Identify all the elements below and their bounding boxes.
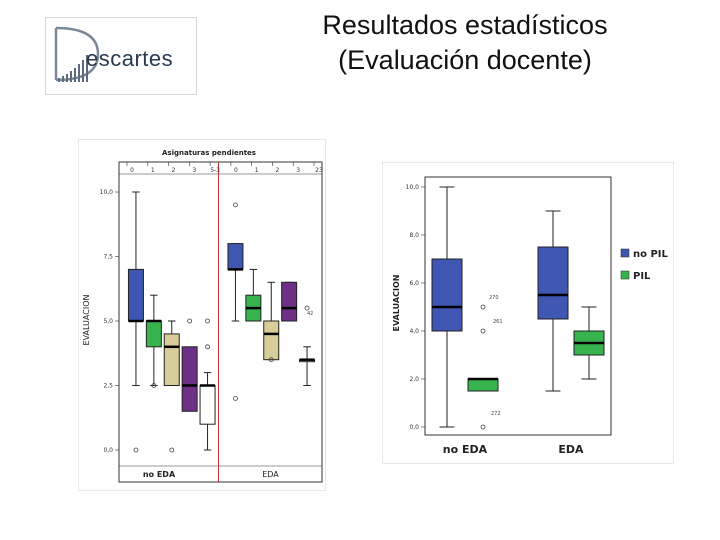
right-box-0-box: [431, 258, 463, 332]
right-annotation-2: 272: [491, 411, 501, 417]
left-y-tick-label-0: 0,0: [103, 447, 113, 454]
left-box-9-outlier-0: [304, 305, 310, 311]
right-y-tick-label-5: 10,0: [406, 184, 420, 191]
left-box-4-outlier-1: [205, 318, 210, 324]
left-box-8-box: [281, 281, 298, 322]
right-boxplot-panel: 0,0 2,0 4,0 6,0 8,0 10,0 EVALUACION no EDA EDA no…: [383, 163, 673, 463]
left-top-tick-label-5: 0: [234, 167, 238, 174]
left-top-tick-label-2: 2: [172, 167, 176, 174]
left-box-4-box: [199, 385, 216, 425]
right-annotation-0: 270: [489, 295, 499, 301]
left-box-7-outlier-0: [268, 357, 274, 363]
title-line-1: Resultados estadísticos: [322, 10, 608, 40]
left-annotation-0: 42: [307, 311, 313, 317]
left-top-tick-label-1: 1: [151, 167, 155, 174]
left-box-5-box: [227, 243, 244, 270]
right-legend-swatch-1: [620, 270, 630, 280]
right-boxplot-chart: 0,0 2,0 4,0 6,0 8,0 10,0 EVALUACION no EDA EDA no…: [392, 176, 669, 456]
left-top-tick-label-0: 0: [130, 167, 134, 174]
left-top-tick-label-3: 3: [192, 167, 196, 174]
left-box-1-outlier-0: [151, 383, 157, 388]
left-y-tick-label-3: 7,5: [103, 254, 113, 261]
right-box-2-box: [537, 246, 569, 320]
left-group-label-1: EDA: [262, 470, 279, 479]
right-y-axis-label: EVALUACION: [392, 275, 401, 332]
left-y-axis-label: EVALUACION: [82, 295, 91, 346]
left-box-3-box: [181, 346, 198, 412]
left-top-tick-label-8: 3: [296, 167, 300, 174]
left-boxplot-panel: Asignaturas pendientes 0 1 2 3 5-3 0 1 2 3 23 0,0 2,…: [79, 140, 325, 490]
left-plot-frame: [118, 161, 323, 483]
left-box-1-box: [145, 320, 162, 348]
left-box-0-box: [127, 268, 144, 322]
right-legend-label-0: no PIL: [633, 249, 669, 260]
left-box-5-outlier-1: [233, 395, 238, 401]
right-box-1-box: [467, 378, 499, 392]
left-chart-title: Asignaturas pendientes: [162, 149, 256, 157]
left-box-7-box: [263, 320, 280, 361]
right-legend-label-1: PIL: [633, 271, 651, 282]
left-box-5-outlier-0: [233, 202, 238, 208]
left-top-tick-label-7: 2: [276, 167, 280, 174]
right-y-tick-label-1: 2,0: [409, 376, 419, 383]
right-y-tick-label-0: 0,0: [409, 424, 419, 431]
right-y-tick-label-2: 4,0: [409, 328, 419, 335]
left-box-4-outlier-0: [205, 344, 210, 350]
right-plot-frame: [424, 176, 612, 436]
right-x-tick-label-1: EDA: [558, 443, 584, 456]
right-annotation-1: 261: [493, 319, 503, 325]
right-box-1-outlier-1: [480, 328, 486, 334]
left-group-label-0: no EDA: [143, 470, 176, 479]
left-box-3-outlier-0: [187, 318, 193, 324]
right-y-tick-label-4: 8,0: [409, 232, 419, 239]
left-y-tick-label-4: 10,0: [100, 189, 114, 196]
left-box-2-box: [163, 333, 180, 386]
right-box-1-outlier-0: [480, 304, 486, 310]
left-y-tick-label-1: 2,5: [103, 383, 113, 390]
descartes-d-logo-icon: [54, 26, 100, 82]
left-top-tick-label-9: 23: [315, 167, 323, 174]
descartes-logo: escartes: [45, 17, 197, 95]
right-box-1-outlier-2: [480, 424, 486, 430]
left-box-0-outlier-0: [133, 447, 139, 453]
left-y-tick-label-2: 5,0: [103, 318, 113, 325]
right-legend-swatch-0: [620, 248, 630, 258]
right-x-tick-label-0: no EDA: [443, 443, 488, 456]
logo-text: escartes: [86, 46, 174, 71]
title-line-2: (Evaluación docente): [338, 45, 592, 75]
left-box-2-outlier-0: [169, 447, 175, 453]
left-top-tick-label-6: 1: [255, 167, 259, 174]
slide-title: Resultados estadísticos (Evaluación doce…: [270, 8, 660, 78]
right-y-tick-label-3: 6,0: [409, 280, 419, 287]
left-top-tick-label-4: 5-3: [210, 167, 220, 174]
